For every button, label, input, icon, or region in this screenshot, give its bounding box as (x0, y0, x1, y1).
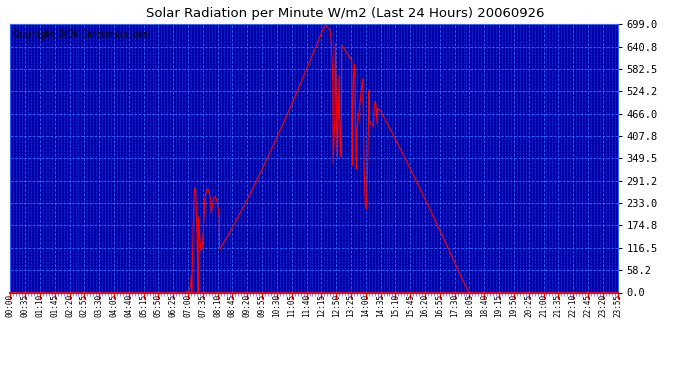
Text: 01:10: 01:10 (35, 294, 44, 317)
Text: 04:40: 04:40 (124, 294, 133, 317)
Text: 13:25: 13:25 (346, 294, 355, 317)
Text: 03:30: 03:30 (95, 294, 103, 317)
Text: 15:10: 15:10 (391, 294, 400, 317)
Text: 18:05: 18:05 (465, 294, 474, 317)
Text: 12:15: 12:15 (317, 294, 326, 317)
Text: 09:20: 09:20 (243, 294, 252, 317)
Text: 17:30: 17:30 (450, 294, 459, 317)
Text: 19:15: 19:15 (495, 294, 504, 317)
Text: 06:25: 06:25 (169, 294, 178, 317)
Text: 00:00: 00:00 (6, 294, 15, 317)
Text: 20:25: 20:25 (524, 294, 533, 317)
Text: 23:55: 23:55 (613, 294, 622, 317)
Text: 08:10: 08:10 (213, 294, 222, 317)
Text: 11:05: 11:05 (287, 294, 296, 317)
Text: 21:00: 21:00 (539, 294, 548, 317)
Text: 12:50: 12:50 (332, 294, 341, 317)
Text: 07:00: 07:00 (184, 294, 193, 317)
Text: 16:55: 16:55 (435, 294, 444, 317)
Text: 21:35: 21:35 (554, 294, 563, 317)
Text: 15:45: 15:45 (406, 294, 415, 317)
Text: 09:55: 09:55 (257, 294, 266, 317)
Text: 02:55: 02:55 (80, 294, 89, 317)
Text: 10:30: 10:30 (273, 294, 282, 317)
Text: 16:20: 16:20 (420, 294, 429, 317)
Text: 02:20: 02:20 (65, 294, 74, 317)
Text: 00:35: 00:35 (21, 294, 30, 317)
Text: 23:20: 23:20 (598, 294, 607, 317)
Text: 14:35: 14:35 (376, 294, 385, 317)
Text: 22:45: 22:45 (584, 294, 593, 317)
Text: 22:10: 22:10 (569, 294, 578, 317)
Text: 19:50: 19:50 (509, 294, 518, 317)
Text: 04:05: 04:05 (110, 294, 119, 317)
Text: 08:45: 08:45 (228, 294, 237, 317)
Text: Solar Radiation per Minute W/m2 (Last 24 Hours) 20060926: Solar Radiation per Minute W/m2 (Last 24… (146, 7, 544, 20)
Text: 18:40: 18:40 (480, 294, 489, 317)
Text: 01:45: 01:45 (50, 294, 59, 317)
Text: 14:00: 14:00 (362, 294, 371, 317)
Text: 05:15: 05:15 (139, 294, 148, 317)
Text: 11:40: 11:40 (302, 294, 311, 317)
Text: Copyright 2006 Certronics.com: Copyright 2006 Certronics.com (13, 30, 148, 39)
Text: 05:50: 05:50 (154, 294, 163, 317)
Text: 07:35: 07:35 (199, 294, 208, 317)
